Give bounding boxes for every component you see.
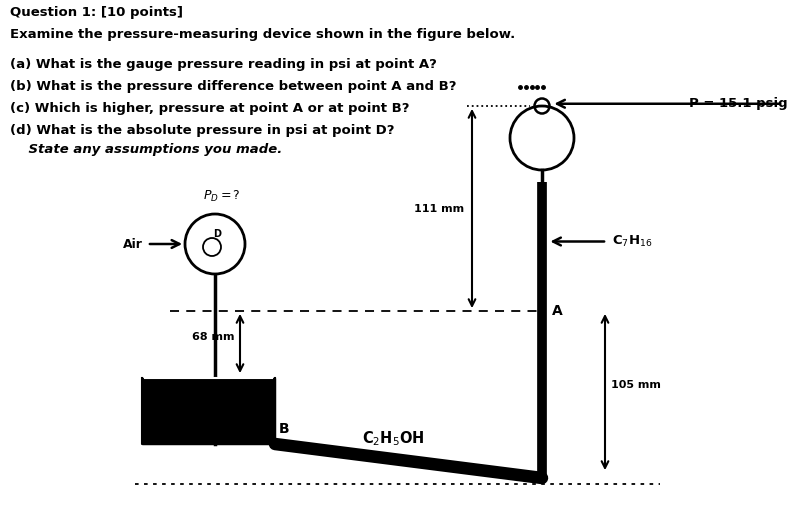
Text: (d) What is the absolute pressure in psi at point D?: (d) What is the absolute pressure in psi… [10, 124, 394, 137]
Text: State any assumptions you made.: State any assumptions you made. [10, 143, 282, 156]
Text: B: B [279, 422, 290, 436]
Text: Question 1: [10 points]: Question 1: [10 points] [10, 6, 183, 19]
Text: Air: Air [123, 237, 143, 250]
Text: (a) What is the gauge pressure reading in psi at point A?: (a) What is the gauge pressure reading i… [10, 58, 437, 71]
Text: (b) What is the pressure difference between point A and B?: (b) What is the pressure difference betw… [10, 80, 457, 93]
Text: 68 mm: 68 mm [191, 332, 234, 343]
Text: P = 15.1 psig: P = 15.1 psig [690, 97, 788, 110]
Text: 105 mm: 105 mm [611, 379, 661, 390]
Text: 111 mm: 111 mm [414, 203, 464, 214]
Text: C$_7$H$_{16}$: C$_7$H$_{16}$ [612, 234, 653, 249]
Text: A: A [552, 304, 562, 318]
Bar [142, 378, 275, 444]
Text: C$_2$H$_5$OH: C$_2$H$_5$OH [362, 430, 425, 448]
Text: $P_D = ?$: $P_D = ?$ [203, 189, 241, 204]
Text: (c) Which is higher, pressure at point A or at point B?: (c) Which is higher, pressure at point A… [10, 102, 410, 115]
Text: Examine the pressure-measuring device shown in the figure below.: Examine the pressure-measuring device sh… [10, 28, 515, 41]
Text: D: D [213, 229, 221, 239]
